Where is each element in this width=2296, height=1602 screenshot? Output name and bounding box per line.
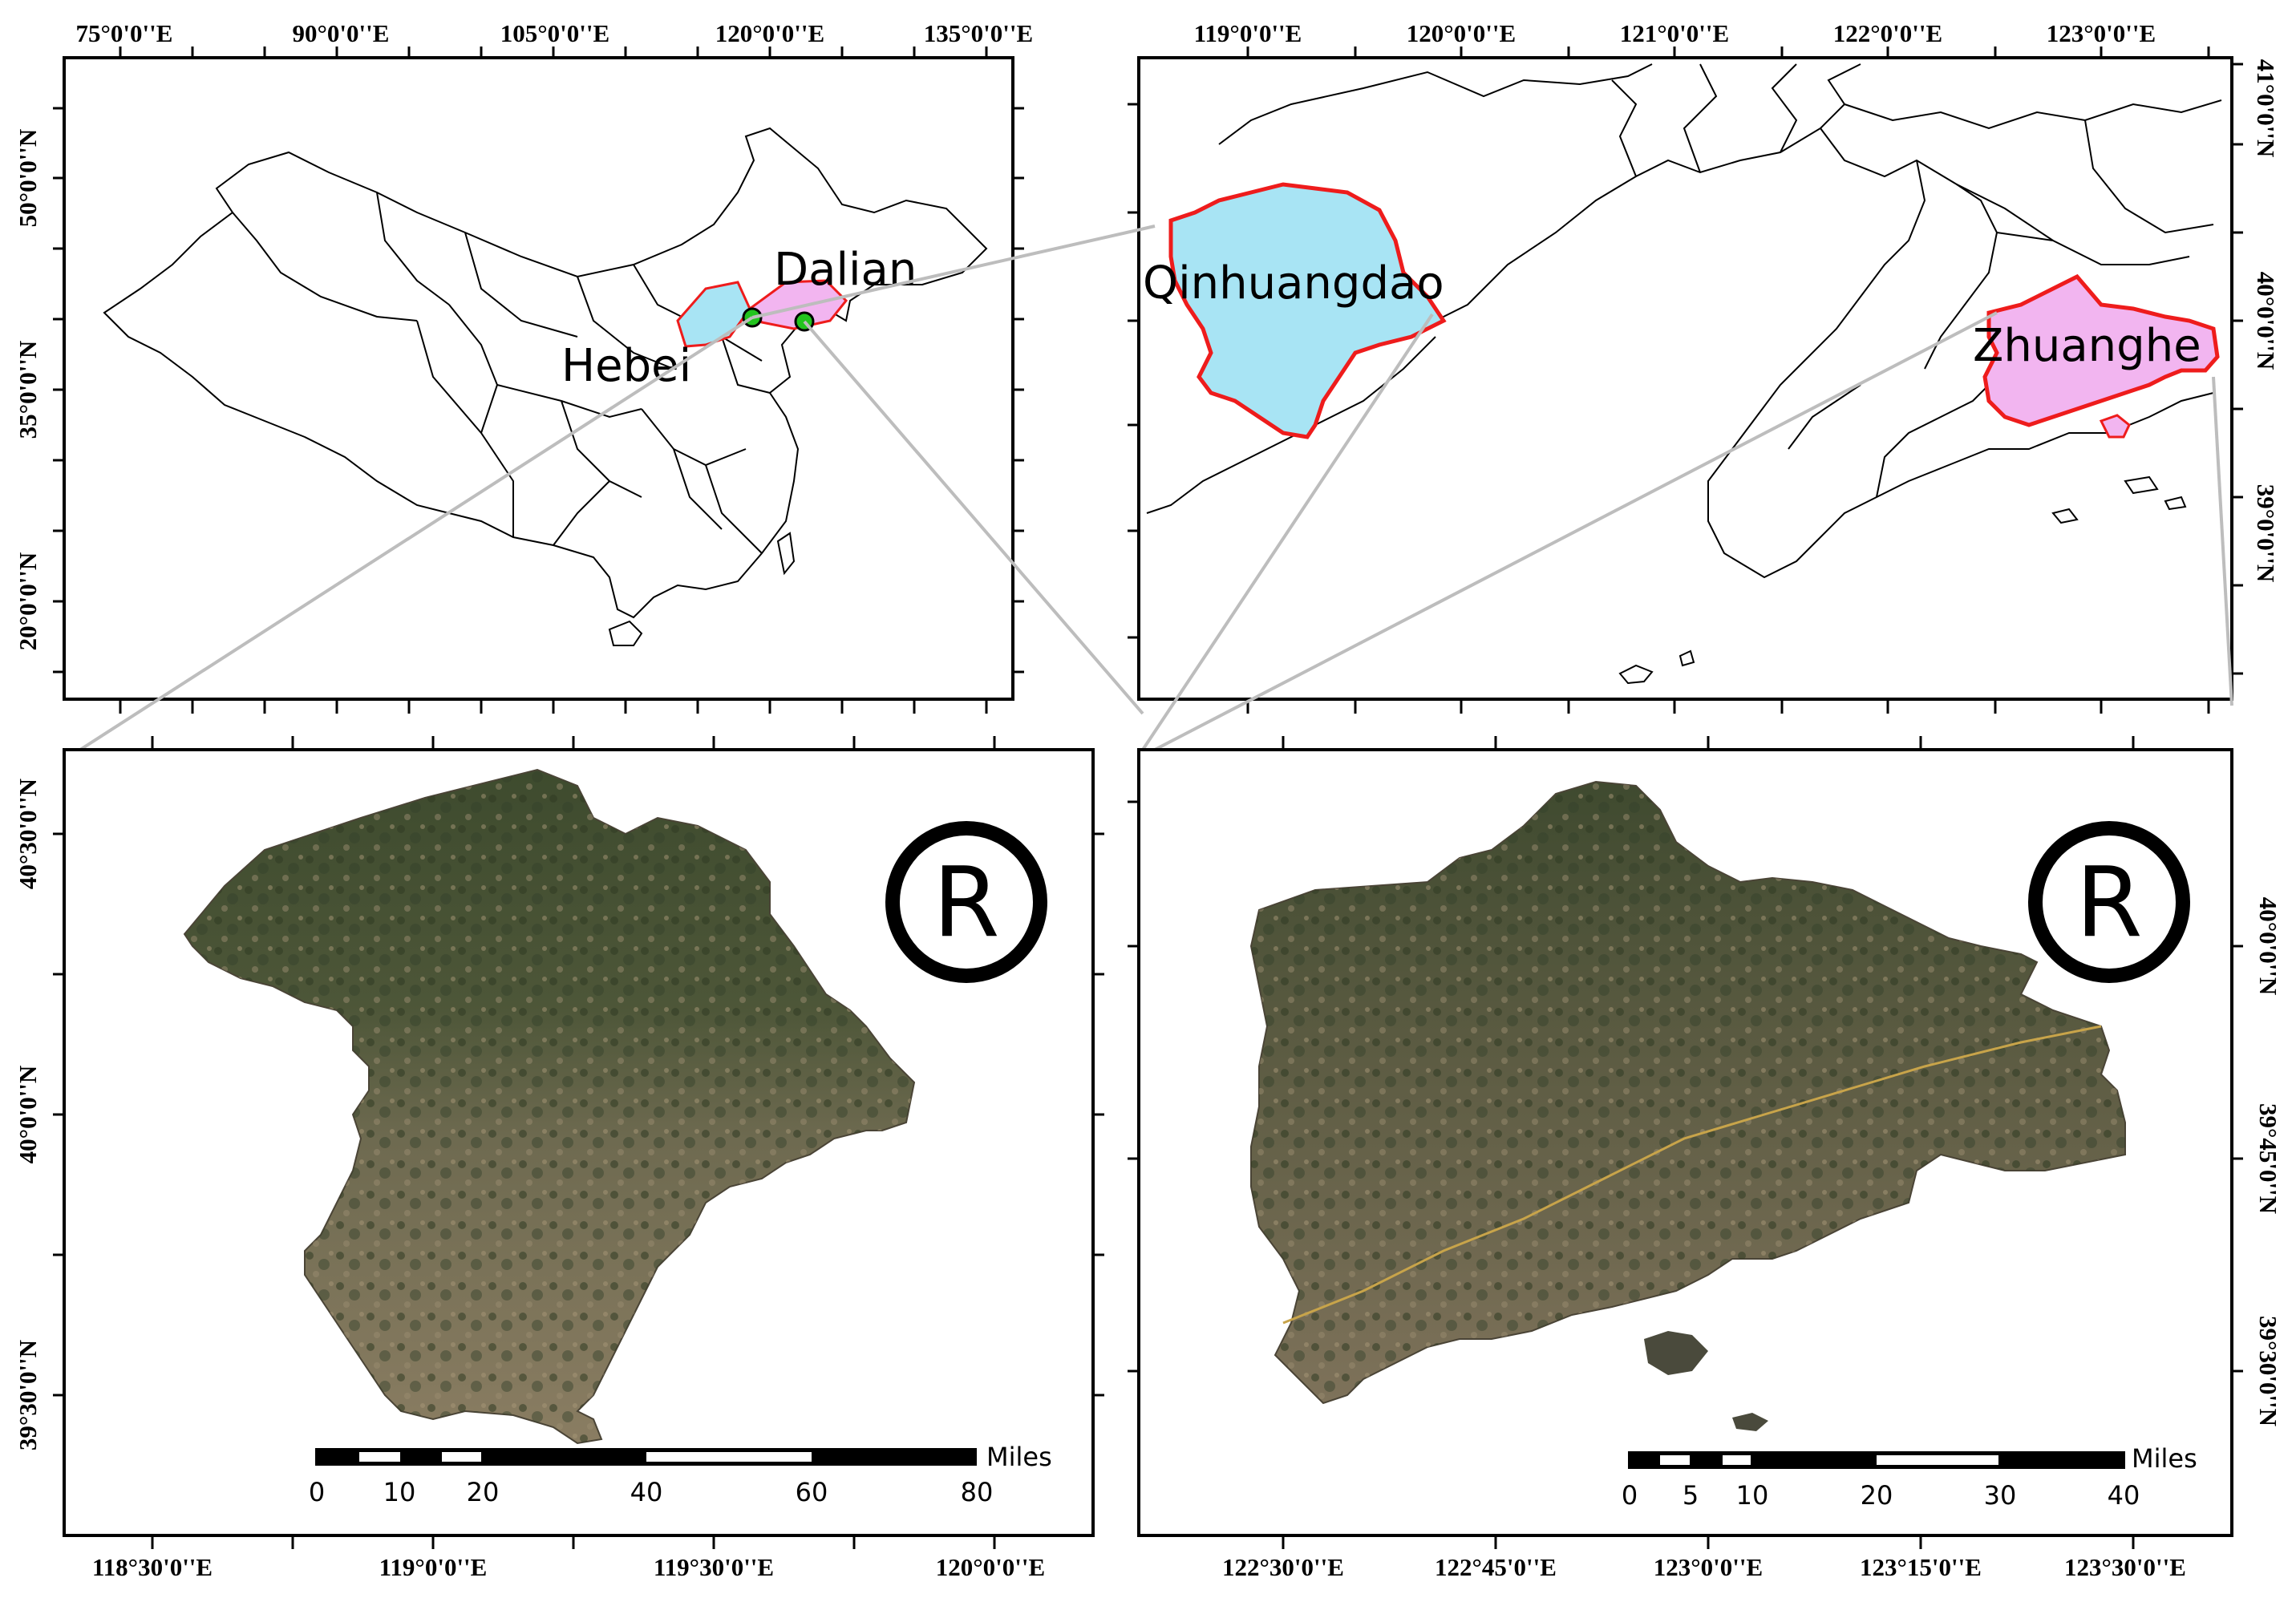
region-top-label: 123°0'0''E: [2047, 19, 2156, 47]
zhuanghe-right-label: 40°0'0''N: [2254, 897, 2282, 996]
china-right-ticks: [1013, 107, 1024, 674]
china-left-ticks: [53, 107, 64, 674]
qinhuangdao-north-symbol: R: [933, 848, 999, 959]
panel-region: Qinhuangdao Zhuanghe 119°0'0''E: [1128, 19, 2280, 714]
qinhuangdao-left-label: 39°30'0''N: [14, 1340, 42, 1450]
qinhuangdao-left-label: 40°30'0''N: [14, 779, 42, 889]
zhuanghe-scale-bar: Miles 0 5 10 20 30 40: [1622, 1443, 2197, 1511]
region-frame: [1137, 56, 2233, 701]
qinhuangdao-bottom-label: 118°30'0''E: [92, 1553, 213, 1581]
zhuanghe-texture: [1251, 782, 2125, 1403]
qinhuangdao-scale-label: 80: [961, 1477, 994, 1507]
zhuanghe-north-symbol: R: [2075, 848, 2142, 959]
zhuanghe-bottom-label: 122°45'0''E: [1435, 1553, 1557, 1581]
zhuanghe-bottom-label: 123°0'0''E: [1654, 1553, 1763, 1581]
china-left-label: 20°0'0''N: [14, 552, 42, 651]
region-zhuanghe-island: [2099, 414, 2131, 439]
zhuanghe-scale-label: 0: [1622, 1480, 1638, 1511]
region-top-label: 121°0'0''E: [1620, 19, 1729, 47]
region-label-zhuanghe: Zhuanghe: [1973, 320, 2201, 372]
china-left-label: 35°0'0''N: [14, 341, 42, 439]
qinhuangdao-texture: [184, 770, 914, 1443]
china-label-hebei: Hebei: [561, 340, 691, 392]
zhuanghe-scale-unit: Miles: [2132, 1443, 2197, 1474]
qinhuangdao-left-label: 40°0'0''N: [14, 1066, 42, 1164]
zhuanghe-island: [1644, 1331, 1708, 1375]
qinhuangdao-scale-label: 20: [467, 1477, 500, 1507]
china-left-label: 50°0'0''N: [14, 129, 42, 228]
region-zhuanghe-area: [1982, 273, 2220, 427]
region-top-label: 119°0'0''E: [1194, 19, 1302, 47]
region-top-label: 122°0'0''E: [1833, 19, 1942, 47]
panel-zhuanghe: R Miles 0 5 10 20 30 40 122°30': [1128, 736, 2282, 1581]
zhuanghe-north-arrow: R: [2028, 821, 2190, 983]
qinhuangdao-ticks: [53, 736, 1104, 1549]
zhuanghe-bottom-label: 122°30'0''E: [1222, 1553, 1344, 1581]
china-dalian-area: [747, 279, 848, 330]
zhuanghe-ticks: [1128, 736, 2243, 1549]
zhuanghe-scale-label: 30: [1984, 1480, 2017, 1511]
china-top-ticks: [119, 47, 988, 58]
qinhuangdao-scale-label: 60: [796, 1477, 828, 1507]
region-bottom-ticks: [1246, 699, 2210, 714]
region-qinhuangdao-area: [1168, 182, 1447, 439]
zhuanghe-highway: [1282, 1025, 2102, 1325]
china-top-label: 75°0'0''E: [76, 19, 173, 47]
china-bottom-ticks: [119, 699, 988, 714]
china-frame: [63, 56, 1014, 701]
zhuanghe-scale-label: 20: [1861, 1480, 1893, 1511]
china-top-label: 105°0'0''E: [500, 19, 609, 47]
china-top-label: 90°0'0''E: [293, 19, 390, 47]
china-hebei-area: [676, 281, 751, 348]
region-boundaries: [1146, 63, 2222, 685]
zhuanghe-islet: [1732, 1413, 1768, 1431]
zhuanghe-right-label: 39°45'0''N: [2254, 1103, 2282, 1214]
china-label-dalian: Dalian: [774, 244, 917, 296]
qinhuangdao-scale-label: 40: [630, 1477, 663, 1507]
china-outline: [103, 127, 988, 646]
zhuanghe-bottom-label: 123°30'0''E: [2064, 1553, 2186, 1581]
zhuanghe-scale-label: 10: [1736, 1480, 1769, 1511]
zhuanghe-scale-label: 5: [1683, 1480, 1699, 1511]
zhuanghe-frame: [1137, 748, 2233, 1537]
zhuanghe-scale-label: 40: [2108, 1480, 2140, 1511]
china-top-label: 120°0'0''E: [715, 19, 824, 47]
qinhuangdao-bottom-label: 119°0'0''E: [379, 1553, 488, 1581]
region-top-label: 120°0'0''E: [1407, 19, 1516, 47]
china-top-label: 135°0'0''E: [924, 19, 1033, 47]
region-top-ticks: [1246, 47, 2210, 58]
qinhuangdao-scale-unit: Miles: [986, 1442, 1052, 1472]
region-label-qinhuangdao: Qinhuangdao: [1143, 257, 1444, 309]
qinhuangdao-bottom-label: 119°30'0''E: [654, 1553, 774, 1581]
panel-china: Dalian Hebei: [14, 19, 1033, 714]
qinhuangdao-scale-label: 10: [383, 1477, 416, 1507]
qinhuangdao-scale-bar: Miles 0 10 20 40 60 80: [309, 1442, 1052, 1507]
region-right-label: 40°0'0''N: [2252, 272, 2280, 370]
qinhuangdao-frame: [63, 748, 1095, 1537]
qinhuangdao-scale-label: 0: [309, 1477, 325, 1507]
region-left-ticks: [1128, 103, 1139, 639]
zhuanghe-bottom-label: 123°15'0''E: [1860, 1553, 1982, 1581]
panel-qinhuangdao: R Miles 0 10 20 40 60 80: [14, 736, 1104, 1581]
zhuanghe-right-label: 39°30'0''N: [2254, 1316, 2282, 1426]
region-right-ticks: [2232, 63, 2243, 675]
region-right-label: 39°0'0''N: [2252, 484, 2280, 583]
zoom-connectors: [79, 225, 2233, 751]
region-right-label: 41°0'0''N: [2252, 59, 2280, 158]
qinhuangdao-bottom-label: 120°0'0''E: [936, 1553, 1045, 1581]
qinhuangdao-north-arrow: R: [885, 821, 1047, 983]
